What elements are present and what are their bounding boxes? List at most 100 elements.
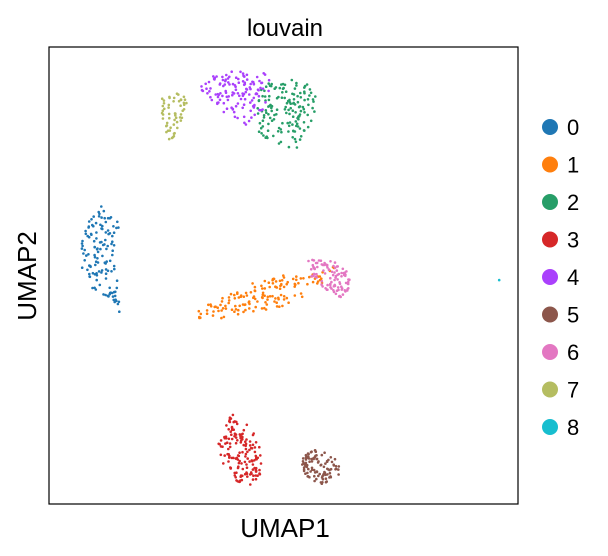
scatter-point (251, 282, 254, 285)
scatter-point (244, 440, 247, 444)
scatter-point (289, 106, 293, 110)
scatter-point (317, 474, 320, 478)
scatter-point (224, 307, 228, 310)
scatter-point (310, 468, 314, 472)
scatter-point (330, 287, 333, 290)
scatter-point (180, 116, 184, 120)
scatter-point (243, 303, 247, 306)
scatter-point (104, 293, 107, 297)
scatter-point (208, 90, 211, 93)
scatter-point (81, 244, 84, 248)
scatter-point (315, 272, 318, 276)
scatter-point (230, 308, 234, 312)
scatter-point (271, 279, 274, 282)
scatter-point (211, 314, 215, 317)
scatter-point (230, 70, 233, 73)
scatter-point (286, 99, 290, 103)
scatter-point (257, 88, 260, 92)
scatter-point (261, 296, 264, 300)
scatter-point (231, 93, 234, 97)
scatter-point (212, 75, 215, 78)
scatter-point (313, 449, 317, 452)
scatter-point (306, 125, 310, 129)
scatter-point (242, 83, 246, 87)
scatter-point (333, 457, 337, 461)
scatter-point (307, 455, 310, 459)
scatter-point (233, 435, 236, 438)
scatter-point (305, 83, 309, 86)
scatter-point (312, 468, 316, 472)
scatter-point (168, 129, 172, 132)
scatter-point (313, 479, 316, 483)
scatter-point (252, 106, 256, 109)
scatter-point (291, 115, 295, 118)
scatter-point (258, 445, 261, 449)
cluster-6-points (307, 258, 351, 299)
scatter-point (256, 456, 260, 460)
scatter-point (87, 226, 90, 229)
scatter-point (236, 92, 240, 95)
scatter-point (111, 240, 114, 243)
scatter-point (219, 303, 222, 307)
scatter-point (234, 308, 238, 311)
scatter-point (244, 455, 247, 458)
scatter-point (113, 294, 117, 298)
scatter-point (308, 88, 312, 91)
scatter-point (225, 424, 228, 427)
scatter-point (214, 93, 217, 96)
scatter-point (232, 420, 235, 424)
scatter-point (313, 474, 316, 478)
scatter-point (239, 434, 242, 438)
scatter-point (291, 123, 294, 126)
scatter-point (103, 216, 106, 220)
scatter-point (244, 442, 248, 446)
scatter-point (267, 113, 270, 116)
scatter-point (319, 259, 323, 263)
scatter-point (227, 81, 230, 84)
scatter-point (264, 101, 267, 104)
scatter-point (234, 85, 237, 88)
scatter-point (227, 447, 230, 451)
scatter-point (236, 291, 239, 294)
scatter-point (93, 255, 97, 259)
scatter-point (265, 135, 269, 138)
scatter-point (230, 433, 233, 437)
scatter-point (259, 86, 262, 90)
cluster-2-points (256, 78, 317, 149)
scatter-point (248, 93, 251, 96)
scatter-point (242, 310, 245, 314)
scatter-point (237, 480, 241, 484)
scatter-point (241, 106, 244, 110)
scatter-point (274, 297, 277, 300)
scatter-point (220, 309, 223, 312)
scatter-point (304, 461, 308, 465)
scatter-point (162, 99, 166, 102)
scatter-point (321, 477, 325, 481)
scatter-point (303, 98, 306, 102)
scatter-point (332, 464, 336, 467)
scatter-point (302, 277, 305, 280)
y-axis-label: UMAP2 (12, 231, 42, 321)
scatter-point (305, 463, 309, 467)
scatter-point (284, 90, 288, 93)
scatter-point (280, 279, 284, 282)
scatter-point (92, 224, 95, 228)
scatter-point (307, 103, 310, 107)
scatter-point (95, 231, 98, 234)
scatter-point (207, 303, 210, 307)
scatter-point (94, 263, 97, 267)
scatter-point (302, 107, 306, 111)
scatter-point (234, 88, 238, 91)
scatter-point (307, 259, 310, 263)
scatter-point (306, 282, 309, 286)
scatter-point (106, 229, 110, 232)
scatter-point (283, 83, 287, 87)
legend-item-6: 6 (542, 340, 579, 365)
scatter-point (224, 437, 228, 440)
scatter-point (241, 474, 244, 478)
scatter-point (293, 137, 297, 141)
scatter-point (258, 121, 262, 125)
scatter-point (227, 299, 231, 302)
scatter-point (261, 94, 264, 98)
scatter-point (269, 84, 273, 88)
